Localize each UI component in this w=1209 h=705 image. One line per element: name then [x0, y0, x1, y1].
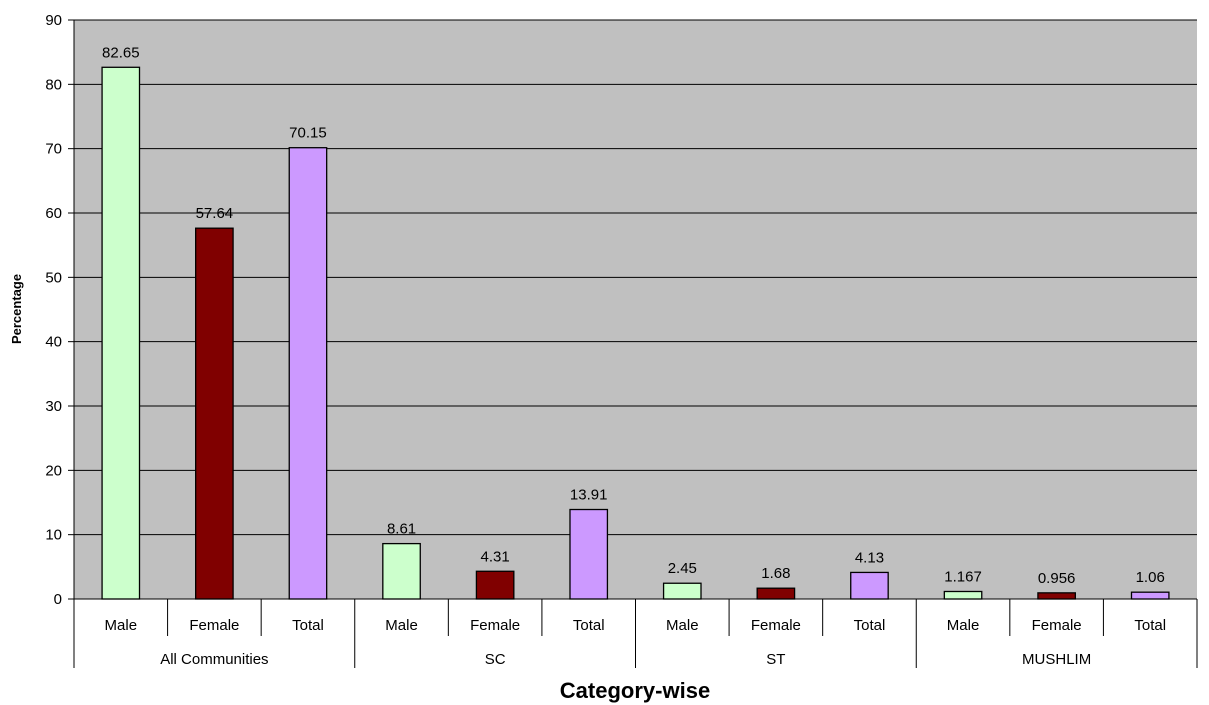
bar: [943, 590, 983, 600]
data-label: 1.06: [1136, 569, 1165, 586]
bar: [475, 570, 515, 600]
y-tick-label: 20: [45, 462, 62, 479]
data-label: 82.65: [102, 44, 140, 61]
x-tick-label: Total: [573, 617, 605, 634]
x-tick-label: Male: [947, 617, 980, 634]
bar: [850, 571, 889, 600]
y-tick-label: 30: [45, 398, 62, 415]
x-tick-label: Male: [666, 617, 699, 634]
data-label: 1.68: [761, 565, 790, 582]
x-tick-label: Total: [292, 617, 324, 634]
bar: [288, 147, 328, 600]
group-label: SC: [485, 651, 506, 668]
x-tick-label: Male: [385, 617, 418, 634]
bar: [1037, 592, 1076, 600]
y-tick-label: 0: [54, 591, 62, 608]
x-tick-label: Female: [1032, 617, 1082, 634]
x-tick-label: Total: [1134, 617, 1166, 634]
axes: 0 10 20 30 40 50 60 70 80 90 Male Female Total Male Fe…: [45, 12, 1198, 668]
bar: [101, 66, 141, 600]
x-tick-label: Total: [854, 617, 886, 634]
data-label: 0.956: [1038, 570, 1076, 587]
y-tick-label: 10: [45, 527, 62, 544]
group-label: All Communities: [160, 651, 268, 668]
group-label: MUSHLIM: [1022, 651, 1091, 668]
y-tick-label: 90: [45, 12, 62, 29]
x-tick-label: Female: [751, 617, 801, 634]
bar: [382, 542, 421, 600]
group-label: ST: [766, 651, 785, 668]
data-label: 2.45: [668, 560, 697, 577]
bar: [195, 227, 234, 600]
x-tick-label: Male: [105, 617, 138, 634]
data-label: 57.64: [196, 205, 234, 222]
data-label: 4.31: [481, 548, 510, 565]
x-axis-title: Category-wise: [560, 678, 710, 703]
x-tick-label: Female: [189, 617, 239, 634]
x-tick-label: Female: [470, 617, 520, 634]
data-label: 1.167: [944, 568, 982, 585]
bar: [662, 582, 702, 600]
data-label: 8.61: [387, 521, 416, 538]
bars: 82.65 57.64 70.15 8.61 4.31 13.91 2.45 1.68 4.13…: [101, 44, 1170, 600]
data-label: 70.15: [289, 125, 327, 142]
bar: [1130, 591, 1170, 600]
gridlines: [74, 19, 1197, 536]
y-tick-label: 70: [45, 141, 62, 158]
data-label: 4.13: [855, 549, 884, 566]
bar: [569, 508, 609, 600]
y-tick-label: 60: [45, 205, 62, 222]
y-tick-label: 40: [45, 334, 62, 351]
y-axis-title: Percentage: [9, 274, 24, 344]
bar: [756, 587, 796, 600]
y-tick-label: 80: [45, 76, 62, 93]
data-label: 13.91: [570, 487, 608, 504]
y-tick-label: 50: [45, 269, 62, 286]
plot-area: [74, 20, 1197, 599]
